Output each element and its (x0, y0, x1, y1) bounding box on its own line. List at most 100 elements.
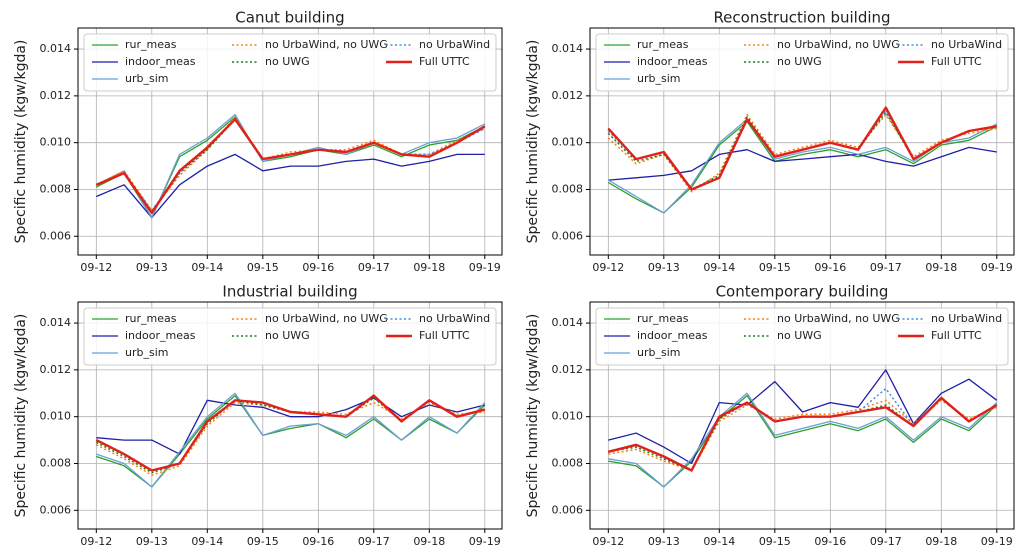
legend-label: rur_meas (637, 38, 689, 51)
x-tick-label: 09-16 (814, 261, 846, 274)
axes-frame (589, 27, 1015, 256)
series-line (607, 106, 998, 191)
series-line (96, 397, 485, 455)
x-tick-label: 09-15 (759, 261, 791, 274)
y-tick-label: 0.010 (40, 136, 72, 149)
legend-label: no UrbaWind (931, 38, 1002, 51)
x-tick-label: 09-14 (703, 261, 735, 274)
x-tick-label: 09-17 (870, 535, 902, 548)
x-tick-label: 09-16 (302, 261, 334, 274)
legend-label: no UrbaWind, no UWG (265, 38, 388, 51)
series-line (608, 396, 998, 472)
legend: rur_meas indoor_meas urb_sim no UrbaWind, n… (83, 307, 497, 366)
subplot: Industrial building Specific humidity (kg… (13, 283, 503, 548)
legend: rur_meas indoor_meas urb_sim no UrbaWind, n… (83, 33, 497, 92)
y-tick-label: 0.006 (40, 229, 72, 242)
series-line (608, 399, 998, 472)
x-tick-label: 09-13 (648, 535, 680, 548)
x-tick-label: 09-14 (703, 535, 735, 548)
legend-label: rur_meas (125, 38, 177, 51)
subplot-title: Contemporary building (716, 283, 889, 301)
axes-frame (77, 27, 503, 256)
x-tick-label: 09-19 (981, 261, 1013, 274)
legend-label: no UWG (265, 329, 310, 342)
y-tick-label: 0.010 (552, 136, 584, 149)
x-tick-label: 09-14 (191, 535, 223, 548)
legend-label: rur_meas (125, 312, 177, 325)
series-line (95, 401, 485, 476)
x-tick-label: 09-18 (413, 535, 445, 548)
x-tick-label: 09-19 (469, 261, 501, 274)
legend-label: no UrbaWind, no UWG (265, 312, 388, 325)
series-line (96, 392, 486, 488)
x-tick-label: 09-18 (413, 261, 445, 274)
subplot: Reconstruction building Specific humidity… (525, 9, 1015, 274)
x-tick-label: 09-14 (191, 261, 223, 274)
y-tick-label: 0.012 (40, 363, 72, 376)
y-tick-label: 0.008 (552, 182, 584, 195)
x-tick-label: 09-18 (925, 261, 957, 274)
subplot-title: Industrial building (222, 283, 357, 301)
legend-box (83, 307, 497, 366)
series-line (95, 116, 486, 212)
legend-label: indoor_meas (637, 55, 708, 68)
y-axis-label: Specific humidity (kgw/kgda) (13, 40, 29, 244)
series-line (95, 394, 486, 472)
series-line (96, 153, 485, 219)
subplot-title: Reconstruction building (713, 9, 890, 27)
x-tick-label: 09-15 (247, 261, 279, 274)
y-tick-label: 0.014 (40, 42, 72, 55)
x-tick-label: 09-13 (136, 261, 168, 274)
legend-label: indoor_meas (125, 329, 196, 342)
y-tick-label: 0.006 (40, 503, 72, 516)
y-tick-label: 0.014 (40, 316, 72, 329)
legend-label: indoor_meas (637, 329, 708, 342)
y-axis-label: Specific humidity (kgw/kgda) (525, 40, 541, 244)
series-line (608, 394, 998, 488)
series-line (608, 146, 997, 181)
y-tick-label: 0.012 (552, 89, 584, 102)
series-line (96, 116, 486, 219)
y-tick-label: 0.006 (552, 229, 584, 242)
legend-label: Full UTTC (931, 329, 982, 342)
legend-label: rur_meas (637, 312, 689, 325)
y-axis-label: Specific humidity (kgw/kgda) (13, 314, 29, 518)
series-line (608, 392, 998, 488)
series-line (607, 118, 998, 214)
x-tick-label: 09-19 (981, 535, 1013, 548)
x-tick-label: 09-13 (648, 261, 680, 274)
x-tick-label: 09-12 (592, 535, 624, 548)
axes-frame (77, 301, 503, 530)
series-line (607, 120, 998, 214)
x-tick-label: 09-17 (358, 535, 390, 548)
legend-label: Full UTTC (931, 55, 982, 68)
x-tick-label: 09-16 (302, 535, 334, 548)
series-line (608, 397, 998, 472)
x-tick-label: 09-12 (592, 261, 624, 274)
legend: rur_meas indoor_meas urb_sim no UrbaWind, n… (595, 307, 1009, 366)
y-tick-label: 0.008 (40, 456, 72, 469)
legend-label: urb_sim (125, 346, 168, 359)
x-tick-label: 09-17 (358, 261, 390, 274)
subplot: Contemporary building Specific humidity (… (525, 283, 1015, 548)
series-line (95, 118, 486, 215)
legend-box (595, 33, 1009, 92)
x-tick-label: 09-12 (80, 261, 112, 274)
y-tick-label: 0.012 (40, 89, 72, 102)
series-line (95, 397, 485, 474)
legend-label: urb_sim (637, 346, 680, 359)
series-line (607, 113, 997, 193)
y-tick-label: 0.006 (552, 503, 584, 516)
legend-label: no UWG (265, 55, 310, 68)
y-tick-label: 0.012 (552, 363, 584, 376)
x-tick-label: 09-15 (759, 535, 791, 548)
y-tick-label: 0.014 (552, 316, 584, 329)
x-tick-label: 09-18 (925, 535, 957, 548)
legend-box (83, 33, 497, 92)
y-tick-label: 0.014 (552, 42, 584, 55)
legend-label: no UrbaWind (419, 312, 490, 325)
legend-label: urb_sim (125, 72, 168, 85)
legend-label: no UrbaWind, no UWG (777, 312, 900, 325)
legend-label: no UrbaWind (931, 312, 1002, 325)
legend-label: no UWG (777, 55, 822, 68)
